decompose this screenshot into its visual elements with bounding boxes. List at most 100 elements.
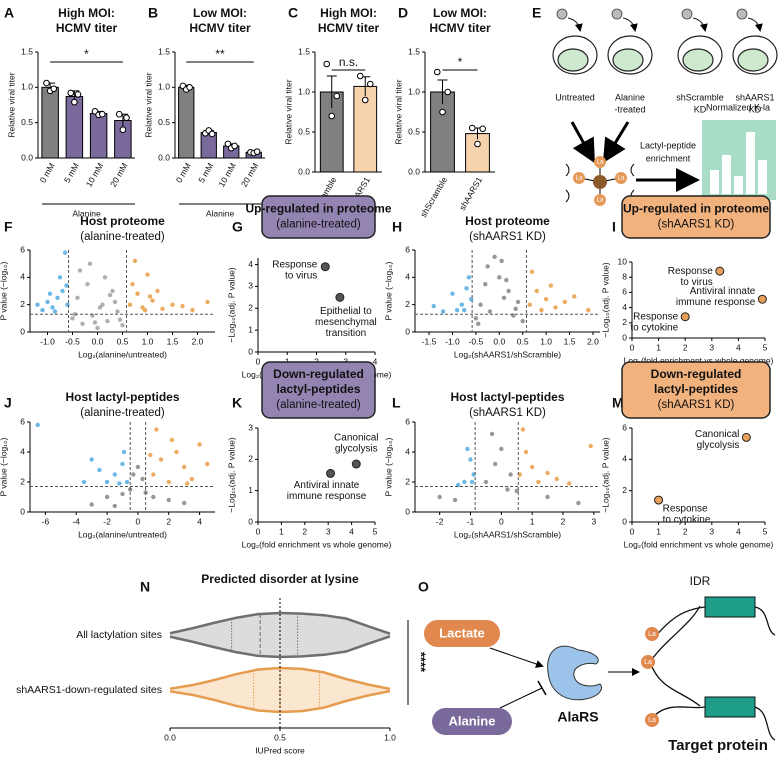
panel-o: O Lactate Alanine AlaRS IDR La La La Tar…	[418, 574, 776, 754]
data-point	[87, 261, 93, 266]
data-point	[95, 325, 100, 331]
data-point	[166, 497, 171, 503]
x-tick-label: -1	[467, 516, 475, 526]
x-tick-label: -0.5	[469, 336, 484, 346]
x-tick-label: -1.5	[422, 336, 437, 346]
y-tick-label: 0	[248, 516, 253, 526]
data-point	[85, 281, 90, 287]
data-point	[478, 302, 483, 307]
y-tick-label: 1	[248, 485, 253, 495]
y-tick-label: 0	[405, 506, 410, 516]
panel-letter: O	[418, 579, 429, 595]
data-point	[231, 142, 238, 150]
data-point	[147, 294, 153, 299]
data-point	[64, 283, 69, 288]
x-tick-label: 1	[530, 516, 535, 526]
data-point	[468, 124, 476, 132]
y-tick-label: 2	[405, 299, 410, 309]
y-axis-label: −Log₁₀(adj. P value)	[600, 262, 610, 338]
data-point	[499, 258, 504, 264]
data-point	[97, 305, 103, 310]
y-tick-label: 6	[622, 287, 627, 297]
y-axis-label: Relative viral titer	[143, 72, 153, 137]
x-tick-label: 20 mM	[239, 161, 261, 189]
y-tick-label: 6	[405, 244, 410, 254]
domain	[704, 696, 756, 718]
panel-letter: A	[4, 5, 14, 21]
x-tick-label: 1	[656, 342, 661, 352]
y-tick-label: 8	[622, 271, 627, 281]
x-tick-label: 2	[561, 516, 566, 526]
alanine-label: Alanine	[449, 713, 496, 728]
term-label: immune response	[676, 297, 756, 308]
y-tick-label: 0.0	[158, 152, 170, 162]
x-tick-label: 5	[373, 526, 378, 536]
y-tick-label: 6	[20, 244, 25, 254]
data-point	[469, 297, 474, 302]
x-tick-label: 2.0	[587, 336, 599, 346]
x-axis-label: IUPred score	[255, 745, 305, 755]
data-point	[462, 479, 467, 485]
data-point	[459, 302, 465, 307]
data-point	[545, 494, 550, 500]
term-label: Response	[272, 259, 317, 270]
chart-title: Low MOI:	[433, 6, 487, 20]
condition-label: KD	[749, 104, 762, 114]
panel-letter: N	[140, 579, 150, 595]
y-tick-label: 1	[248, 324, 253, 334]
term-label: Response	[668, 266, 713, 277]
y-axis-label: Relative viral titer	[283, 79, 293, 144]
data-point	[43, 79, 50, 87]
data-point	[497, 275, 502, 280]
data-point	[539, 307, 544, 313]
data-point	[50, 85, 58, 93]
data-point	[523, 449, 529, 455]
data-point	[145, 272, 150, 277]
data-point	[474, 140, 481, 148]
virus-icons	[556, 8, 748, 20]
y-tick-label: 1.5	[408, 46, 420, 56]
y-tick-label: 4	[622, 302, 627, 312]
data-point	[151, 494, 156, 500]
data-point	[492, 461, 498, 467]
header-box	[261, 361, 376, 419]
chart-title: Host lactyl-peptides	[450, 390, 564, 404]
data-point	[333, 92, 341, 100]
data-point	[483, 479, 489, 485]
data-point	[504, 277, 509, 283]
data-point	[74, 91, 82, 98]
panel-letter: L	[392, 395, 401, 411]
method-label: Lactyl-peptide	[640, 140, 696, 150]
x-tick-label: -0.5	[65, 336, 80, 346]
term-label: mesenchymal	[315, 317, 377, 328]
x-tick-label: 5	[763, 342, 768, 352]
data-point	[35, 422, 40, 428]
data-point	[160, 306, 165, 311]
x-axis-label: Log₂(shAARS1/shScramble)	[454, 529, 561, 539]
data-point	[97, 467, 102, 473]
y-tick-label: 0	[20, 506, 25, 516]
data-point	[117, 317, 123, 322]
data-point	[57, 275, 63, 280]
data-point	[553, 305, 558, 310]
data-point	[499, 446, 504, 452]
x-tick-label: 3	[326, 526, 331, 536]
y-axis-label: P value (−log₁₀)	[0, 437, 8, 496]
data-point	[433, 68, 441, 76]
header-box	[261, 195, 376, 239]
chart-title: Up-regulated in proteome	[245, 202, 391, 216]
x-tick-label: 1.5	[167, 336, 179, 346]
panel-letter: C	[288, 5, 298, 21]
y-tick-label: 0	[405, 326, 410, 336]
data-point	[473, 316, 479, 321]
data-point	[476, 321, 481, 326]
data-point	[534, 288, 539, 294]
lactate-label: Lactate	[439, 625, 485, 640]
chart-title: Predicted disorder at lysine	[201, 572, 359, 586]
y-tick-label: 2	[405, 476, 410, 486]
data-point	[77, 268, 83, 273]
chart-title: Down-regulated	[273, 367, 364, 381]
term-point	[654, 495, 664, 505]
y-tick-label: 1.0	[158, 82, 170, 92]
x-tick-label: 1	[656, 526, 661, 536]
